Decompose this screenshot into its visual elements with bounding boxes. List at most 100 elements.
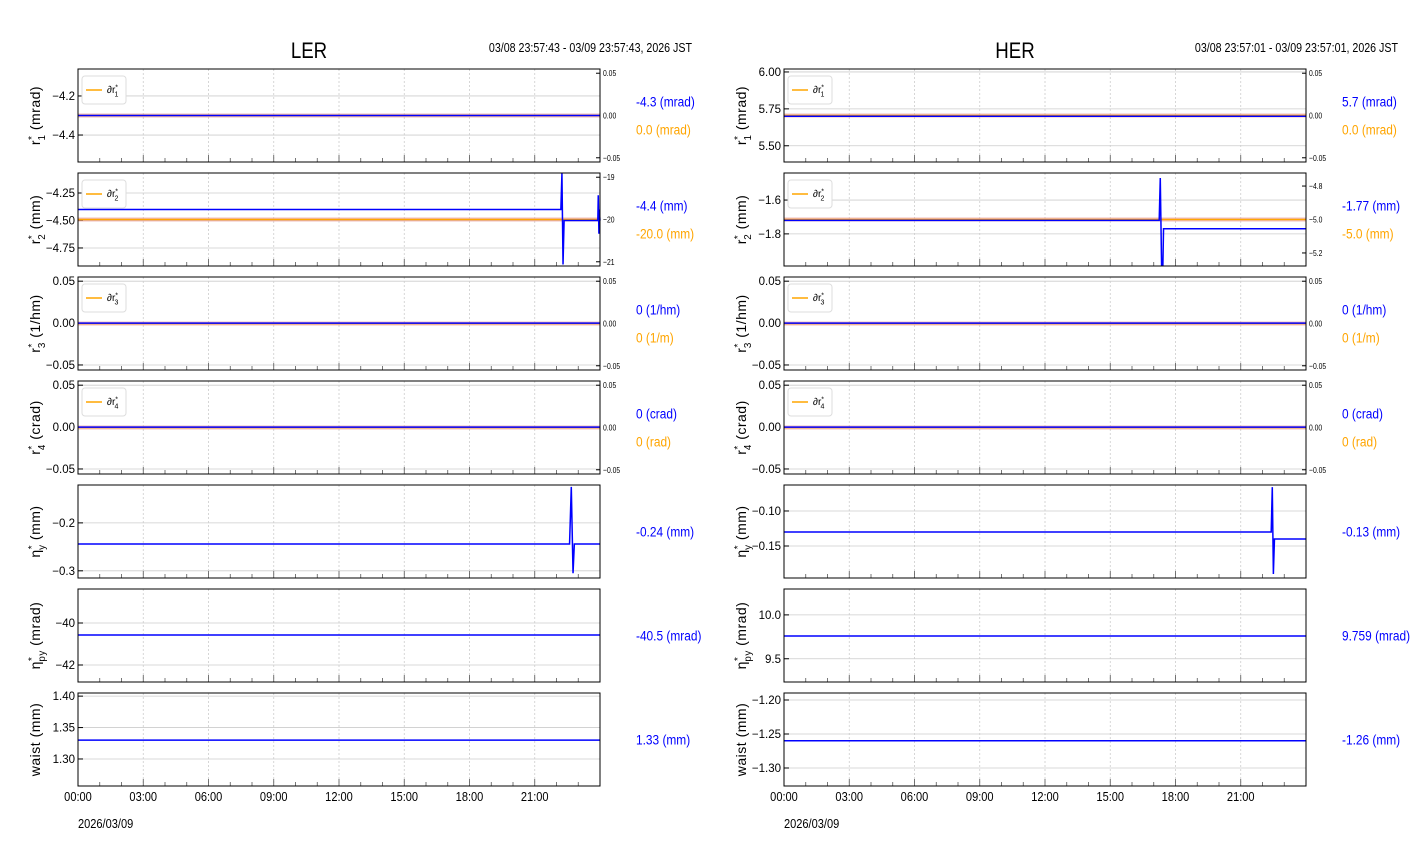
panel-2: −1.6 −1.8 −4.8 −5.0 −5.2 ∂r* 2 r*2 (mm) -1.77 (m… bbox=[733, 172, 1400, 267]
y-tick-label: −4.4 bbox=[52, 130, 75, 142]
right-y-tick-label: −20 bbox=[603, 215, 615, 225]
chart-title: HER bbox=[995, 40, 1034, 64]
y-axis-label: waist (mm) bbox=[27, 703, 43, 777]
current-value: -4.3 (mrad) bbox=[636, 94, 695, 110]
y-axis-label: r*4 (crad) bbox=[27, 400, 48, 455]
derivative-value: 0 (1/m) bbox=[636, 330, 674, 346]
x-tick-label: 09:00 bbox=[966, 789, 994, 804]
y-tick-label: −1.30 bbox=[752, 763, 781, 775]
primary-series-line bbox=[78, 486, 600, 574]
right-y-tick-label: 0.00 bbox=[603, 423, 616, 433]
legend: ∂r* 2 bbox=[787, 179, 833, 209]
y-tick-label: 10.0 bbox=[759, 610, 781, 622]
y-tick-label: −0.2 bbox=[52, 518, 75, 530]
x-tick-label: 12:00 bbox=[1031, 789, 1059, 804]
plot-frame bbox=[783, 172, 1307, 267]
derivative-value: -5.0 (mm) bbox=[1342, 226, 1394, 242]
right-y-tick-label: −19 bbox=[603, 172, 615, 182]
x-tick-label: 21:00 bbox=[521, 789, 549, 804]
x-tick-label: 06:00 bbox=[195, 789, 223, 804]
y-tick-label: −0.05 bbox=[752, 360, 781, 372]
y-axis-label: η*y (mm) bbox=[733, 505, 754, 557]
plot-frame bbox=[783, 380, 1307, 475]
right-y-tick-label: 0.05 bbox=[1309, 380, 1322, 390]
legend-box bbox=[787, 283, 833, 313]
y-axis-label: waist (mm) bbox=[733, 703, 749, 777]
right-y-tick-label: 0.05 bbox=[603, 68, 616, 78]
panel-4: 0.05 0.00 −0.05 0.05 0.00 −0.05 ∂r* 4 r*4 (crad)… bbox=[733, 380, 1383, 476]
right-y-tick-label: 0.05 bbox=[603, 276, 616, 286]
y-tick-label: 0.05 bbox=[759, 276, 781, 288]
y-tick-label: −1.8 bbox=[758, 229, 781, 241]
panel-7: 1.40 1.35 1.30 waist (mm) 1.33 (mm) 00:00 03:0… bbox=[27, 691, 690, 831]
y-tick-label: −4.75 bbox=[46, 243, 75, 255]
y-tick-label: −0.05 bbox=[46, 360, 75, 372]
legend: ∂r* 2 bbox=[81, 179, 127, 209]
legend-label: ∂r* 4 bbox=[107, 397, 119, 411]
y-axis-label: r*2 (mm) bbox=[733, 195, 754, 245]
derivative-value: 0 (rad) bbox=[636, 434, 671, 450]
current-value: 1.33 (mm) bbox=[636, 732, 690, 748]
current-value: 0 (crad) bbox=[1342, 406, 1383, 422]
y-tick-label: −4.50 bbox=[46, 215, 75, 227]
y-tick-label: 5.75 bbox=[759, 104, 781, 116]
panel-1: −4.2 −4.4 0.05 0.00 −0.05 ∂r* 1 r*1 (mrad) -4.3 … bbox=[27, 68, 695, 162]
y-tick-label: 0.05 bbox=[53, 276, 75, 288]
right-y-tick-label: −5.0 bbox=[1309, 215, 1322, 225]
y-tick-label: 0.00 bbox=[53, 422, 75, 434]
current-value: 5.7 (mrad) bbox=[1342, 94, 1397, 110]
legend-label: ∂r* 1 bbox=[107, 85, 119, 99]
plot-frame bbox=[77, 68, 601, 163]
y-tick-label: −42 bbox=[55, 660, 75, 672]
legend: ∂r* 4 bbox=[787, 387, 833, 417]
plot-frame bbox=[77, 380, 601, 475]
y-tick-label: 0.05 bbox=[759, 380, 781, 392]
y-tick-label: −1.20 bbox=[752, 695, 781, 707]
x-tick-label: 21:00 bbox=[1227, 789, 1255, 804]
panel-1: 6.00 5.75 5.50 0.05 0.00 −0.05 ∂r* 1 r*1 (mrad) 5… bbox=[733, 67, 1397, 163]
legend: ∂r* 4 bbox=[81, 387, 127, 417]
y-tick-label: 0.00 bbox=[759, 318, 781, 330]
plot-frame bbox=[77, 276, 601, 371]
y-tick-label: 0.00 bbox=[53, 318, 75, 330]
right-y-tick-label: −4.8 bbox=[1309, 181, 1322, 191]
x-tick-label: 15:00 bbox=[390, 789, 418, 804]
right-y-tick-label: −5.2 bbox=[1309, 248, 1322, 258]
primary-series-line bbox=[784, 178, 1306, 266]
x-tick-label: 03:00 bbox=[835, 789, 863, 804]
y-tick-label: −1.25 bbox=[752, 729, 781, 741]
current-value: -1.26 (mm) bbox=[1342, 732, 1400, 748]
y-axis-label: r*3 (1/hm) bbox=[27, 294, 48, 352]
y-tick-label: −40 bbox=[55, 618, 75, 630]
panel-5: −0.2 −0.3 η*y (mm) -0.24 (mm) bbox=[27, 484, 694, 579]
y-tick-label: 1.30 bbox=[53, 754, 75, 766]
derivative-value: 0.0 (mrad) bbox=[1342, 122, 1397, 138]
x-tick-label: 15:00 bbox=[1096, 789, 1124, 804]
date-label: 2026/03/09 bbox=[78, 816, 133, 831]
right-y-tick-label: −0.05 bbox=[603, 465, 620, 475]
right-y-tick-label: 0.05 bbox=[1309, 68, 1322, 78]
derivative-value: 0.0 (mrad) bbox=[636, 122, 691, 138]
legend: ∂r* 3 bbox=[81, 283, 127, 313]
panel-3: 0.05 0.00 −0.05 0.05 0.00 −0.05 ∂r* 3 r*3 (1/hm)… bbox=[27, 276, 680, 372]
panel-3: 0.05 0.00 −0.05 0.05 0.00 −0.05 ∂r* 3 r*3 (1/hm)… bbox=[733, 276, 1386, 372]
legend-box bbox=[81, 387, 127, 417]
primary-series-line bbox=[784, 487, 1306, 575]
y-axis-label: η*y (mm) bbox=[27, 505, 48, 557]
legend-box bbox=[81, 283, 127, 313]
panel-5: −0.10 −0.15η*y (mm) -0.13 (mm) bbox=[733, 484, 1400, 579]
right-y-tick-label: 0.00 bbox=[603, 111, 616, 121]
x-tick-label: 09:00 bbox=[260, 789, 288, 804]
derivative-value: 0 (rad) bbox=[1342, 434, 1377, 450]
legend: ∂r* 1 bbox=[81, 75, 127, 105]
legend: ∂r* 3 bbox=[787, 283, 833, 313]
legend: ∂r* 1 bbox=[787, 75, 833, 105]
derivative-value: 0 (1/m) bbox=[1342, 330, 1380, 346]
legend-label: ∂r* 4 bbox=[813, 397, 825, 411]
current-value: -4.4 (mm) bbox=[636, 198, 688, 214]
y-axis-label: η*py (mrad) bbox=[27, 602, 48, 670]
y-tick-label: 0.00 bbox=[759, 422, 781, 434]
plot-frame bbox=[783, 588, 1307, 683]
right-y-tick-label: 0.05 bbox=[1309, 276, 1322, 286]
legend-label: ∂r* 1 bbox=[813, 85, 825, 99]
